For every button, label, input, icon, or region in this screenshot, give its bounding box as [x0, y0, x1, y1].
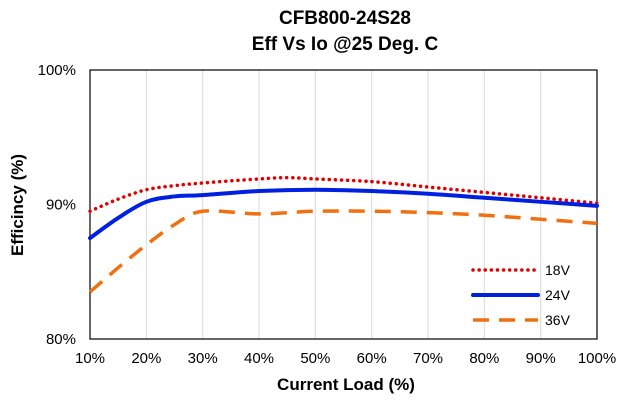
gridlines [145, 70, 542, 339]
legend: 18V 24V 36V [471, 262, 571, 328]
x-tick-label: 100% [578, 350, 616, 367]
series-line-24V [88, 187, 599, 241]
x-tick-label: 90% [526, 350, 556, 367]
y-tick-label: 90% [46, 197, 76, 214]
legend-label-18V: 18V [545, 262, 571, 278]
y-tick-label: 80% [46, 331, 76, 348]
legend-label-36V: 36V [545, 312, 571, 328]
x-axis-ticks: 10% 20% 30% 40% 50% 60% 70% 80% 90% 100% [75, 350, 616, 367]
x-tick-label: 30% [188, 350, 218, 367]
y-tick-label: 100% [38, 62, 76, 79]
chart-title-line-1: CFB800-24S28 [279, 8, 411, 29]
chart-title-line-2: Eff Vs Io @25 Deg. C [252, 34, 439, 55]
legend-label-24V: 24V [545, 287, 571, 303]
x-tick-label: 20% [131, 350, 161, 367]
x-tick-label: 40% [244, 350, 274, 367]
x-tick-label: 80% [469, 350, 499, 367]
x-tick-label: 60% [357, 350, 387, 367]
x-tick-label: 50% [300, 350, 330, 367]
x-tick-label: 10% [75, 350, 105, 367]
plot-area [89, 69, 598, 340]
y-axis-title: Efficincy (%) [8, 154, 27, 256]
series-lines [88, 175, 599, 294]
series-line-18V [88, 175, 599, 213]
x-axis-title: Current Load (%) [277, 375, 415, 394]
x-tick-label: 70% [413, 350, 443, 367]
y-axis-ticks: 80% 90% 100% [38, 62, 76, 348]
series-line-36V [88, 209, 598, 294]
